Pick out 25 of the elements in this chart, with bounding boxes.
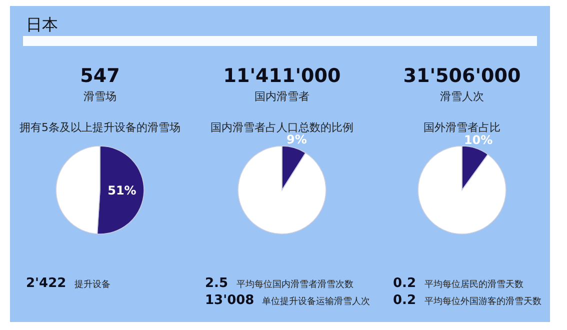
text: 0.2 [393,276,416,291]
chart-title: 11'411'000 [223,65,341,87]
chart-subtitle: 国内滑雪者 [254,90,310,103]
text: 国内滑雪者占人口总数的比例 [210,121,354,134]
data-label: 51% [108,184,136,198]
text: 平均每位外国游客的滑雪天数 [424,296,542,307]
text: 拥有5条及以上提升设备的滑雪场 [20,121,180,134]
data-label: 9% [286,132,307,146]
text: 平均每位居民的滑雪天数 [424,279,524,290]
chart-subtitle: 滑雪人次 [440,90,484,103]
text: 单位提升设备运输滑雪人次 [262,296,370,307]
text: 平均每位国内滑雪者滑雪次数 [236,279,354,290]
text: 日本 [26,15,58,34]
text: 国外滑雪者占比 [424,121,500,134]
chart-subtitle: 滑雪场 [84,90,116,103]
chart-title: 31'506'000 [403,65,521,87]
chart-title: 547 [80,65,120,87]
text: 2.5 [205,276,228,291]
data-label: 10% [464,132,493,147]
text: 13'008 [205,293,254,308]
text: 0.2 [393,293,416,308]
pie-slice [418,146,506,234]
text: 提升设备 [74,279,110,290]
text: 2'422 [26,276,66,291]
pie-slice [238,146,326,234]
